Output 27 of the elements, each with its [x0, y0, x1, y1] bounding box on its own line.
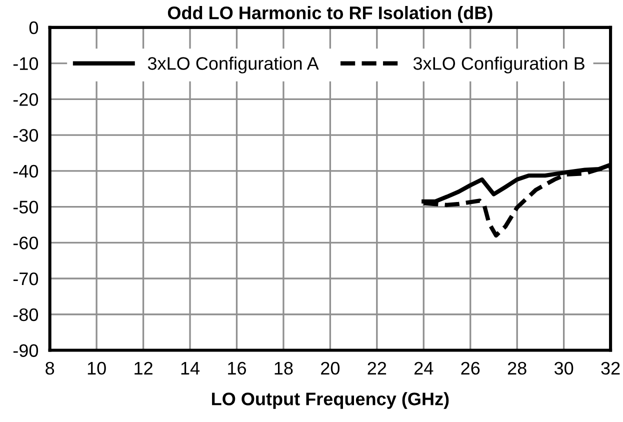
legend-label: 3xLO Configuration A	[148, 56, 319, 74]
y-tick-label: -30	[13, 128, 38, 142]
x-tick-label: 22	[368, 362, 386, 374]
y-tick-label: -10	[13, 57, 38, 70]
y-tick-label: -80	[13, 308, 38, 322]
x-axis-title: LO Output Frequency (GHz)	[212, 392, 449, 409]
y-tick-label: -40	[13, 164, 38, 178]
legend-label: 3xLO Configuration B	[413, 56, 584, 74]
x-tick-label: 26	[461, 362, 480, 375]
x-tick-label: 24	[414, 362, 434, 374]
x-tick-label: 20	[321, 362, 340, 375]
x-tick-label: 18	[274, 362, 293, 375]
x-tick-label: 28	[508, 362, 526, 375]
y-tick-label: -60	[13, 236, 38, 250]
x-tick-label: 32	[601, 362, 620, 375]
y-tick-label: -50	[13, 200, 38, 214]
x-tick-label: 16	[228, 362, 246, 375]
x-tick-label: 10	[88, 362, 106, 375]
x-tick-label: 30	[554, 362, 574, 375]
x-tick-label: 12	[134, 362, 152, 374]
y-tick-label: -90	[13, 344, 38, 357]
y-tick-label: 0	[29, 21, 38, 34]
chart-title: Odd LO Harmonic to RF Isolation (dB)	[168, 6, 492, 23]
x-tick-label: 8	[46, 362, 54, 375]
y-tick-label: -20	[13, 93, 38, 106]
x-tick-label: 14	[181, 362, 200, 374]
y-tick-label: -70	[13, 272, 38, 286]
